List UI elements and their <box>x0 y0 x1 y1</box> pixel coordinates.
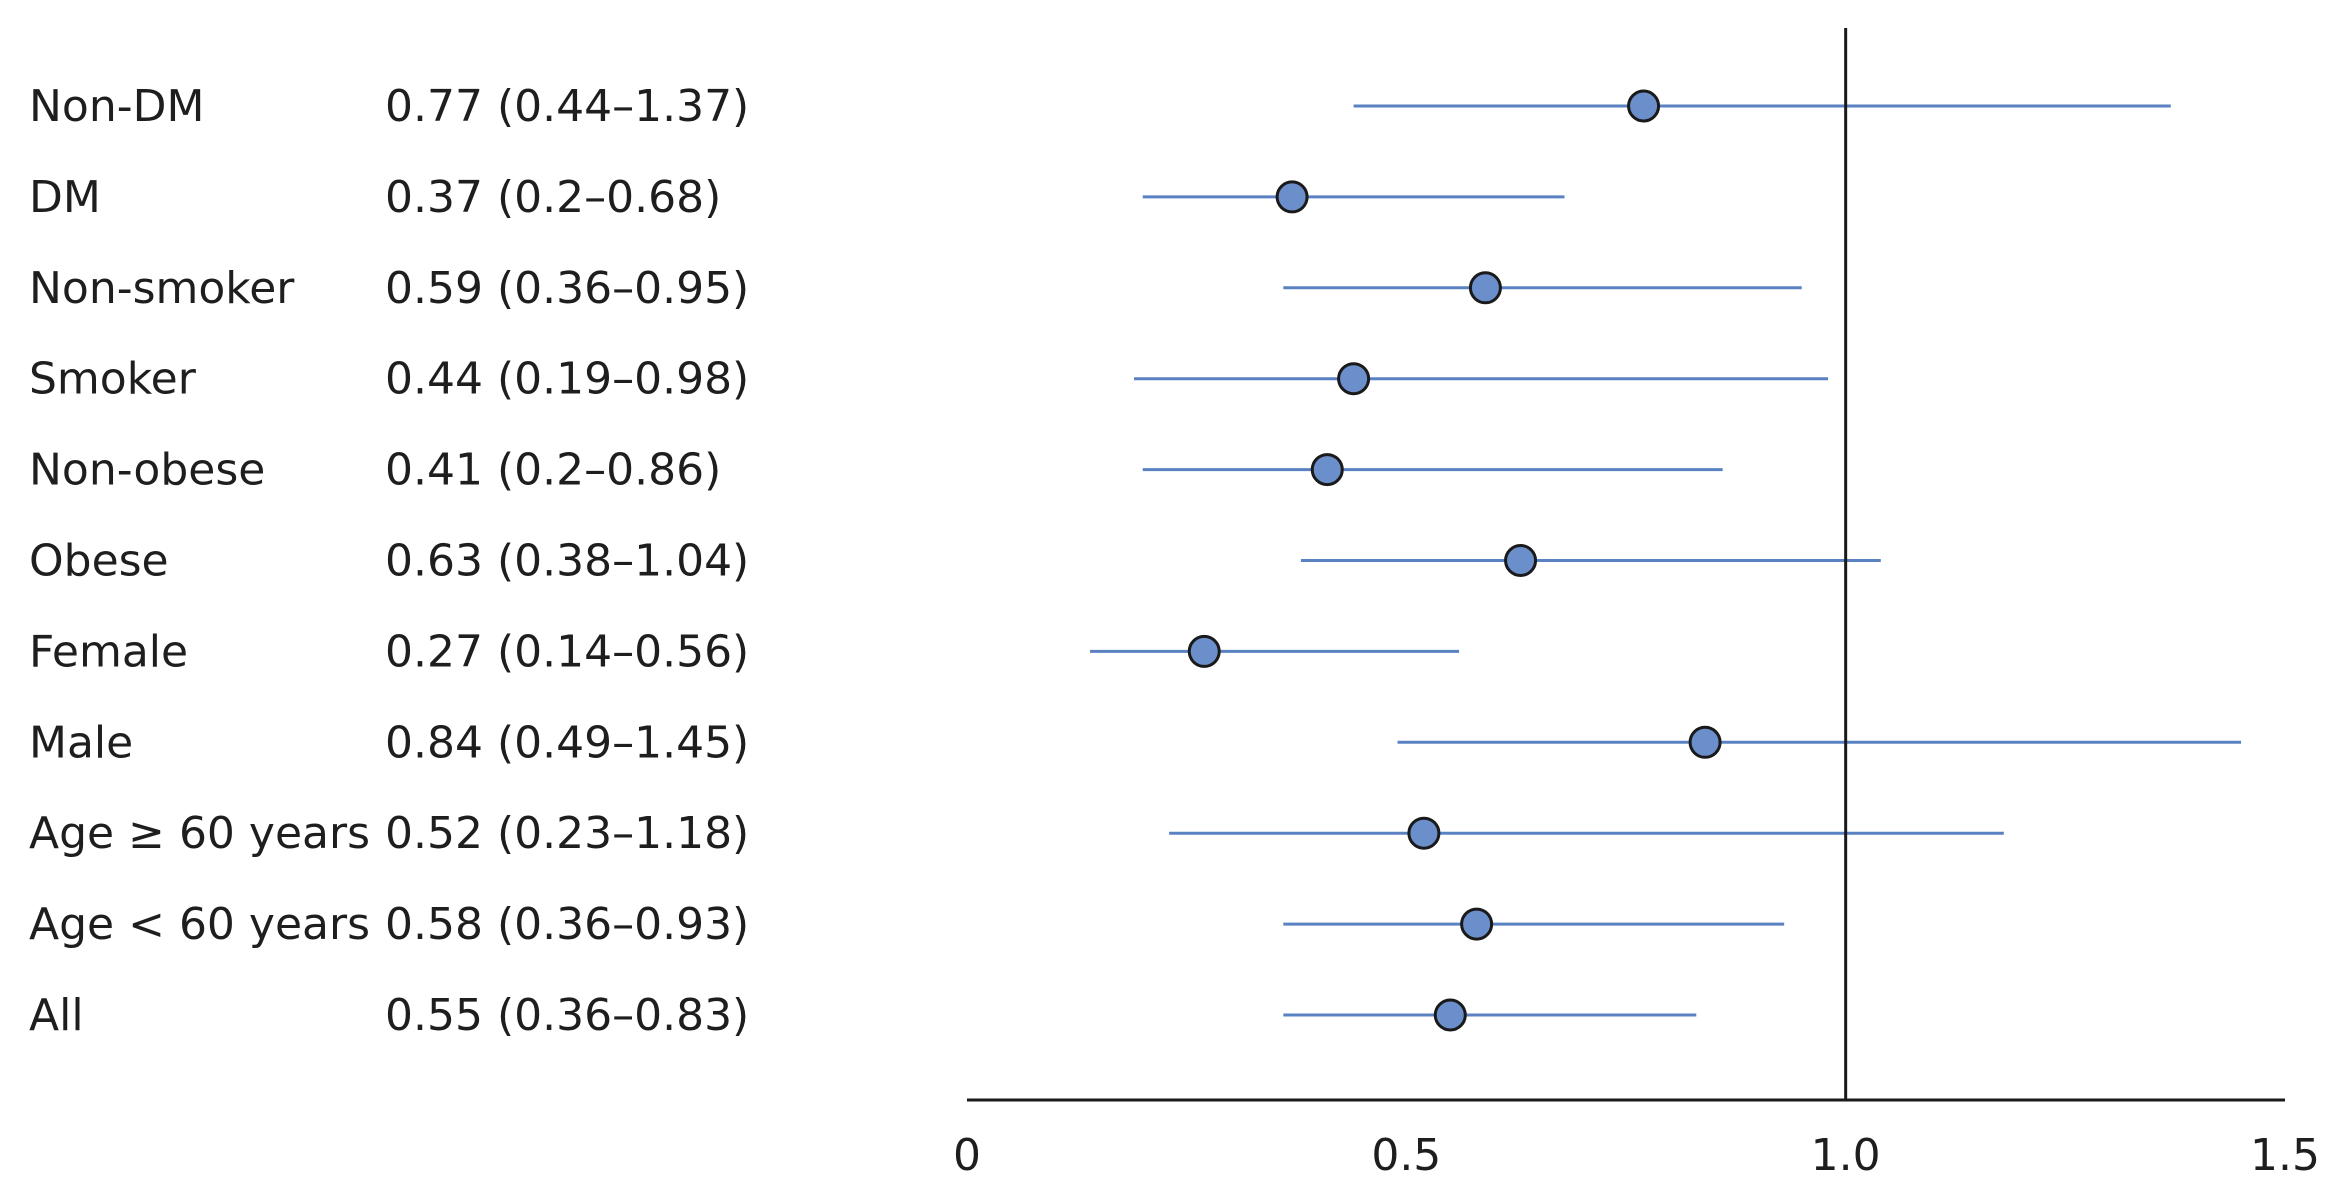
row-label: Non-DM <box>29 81 204 132</box>
x-axis-ticks: 0 0.5 1.0 1.5 <box>953 1130 2320 1181</box>
row-label: Male <box>29 717 133 768</box>
row-estimate-text: 0.63 (0.38–1.04) <box>385 536 749 587</box>
forest-row: Age ≥ 60 years 0.52 (0.23–1.18) <box>29 808 2004 859</box>
row-label: Non-smoker <box>29 263 295 314</box>
row-label: Non-obese <box>29 445 265 496</box>
point-estimate <box>1275 180 1309 214</box>
forest-row: Non-smoker 0.59 (0.36–0.95) <box>29 263 1802 314</box>
forest-row: Smoker 0.44 (0.19–0.98) <box>29 354 1829 405</box>
point-estimate <box>1460 907 1494 941</box>
forest-row: Obese 0.63 (0.38–1.04) <box>29 536 1881 587</box>
point-estimate <box>1310 453 1344 487</box>
row-label: Smoker <box>29 354 197 405</box>
point-estimate <box>1468 271 1502 305</box>
row-label: Age ≥ 60 years <box>29 808 370 859</box>
point-estimate <box>1187 634 1221 668</box>
row-estimate-text: 0.77 (0.44–1.37) <box>385 81 749 132</box>
row-estimate-text: 0.58 (0.36–0.93) <box>385 899 749 950</box>
point-estimate <box>1337 362 1371 396</box>
x-tick-label: 1.0 <box>1811 1130 1881 1181</box>
row-label: Age < 60 years <box>29 899 370 950</box>
x-tick-label: 0 <box>953 1130 981 1181</box>
row-estimate-text: 0.52 (0.23–1.18) <box>385 808 749 859</box>
row-estimate-text: 0.84 (0.49–1.45) <box>385 717 749 768</box>
row-label: Female <box>29 626 188 677</box>
row-label: All <box>29 990 84 1041</box>
point-estimate <box>1627 89 1661 123</box>
forest-row: Non-DM 0.77 (0.44–1.37) <box>29 81 2171 132</box>
row-estimate-text: 0.55 (0.36–0.83) <box>385 990 749 1041</box>
row-estimate-text: 0.59 (0.36–0.95) <box>385 263 749 314</box>
forest-row: Age < 60 years 0.58 (0.36–0.93) <box>29 899 1785 950</box>
forest-row: DM 0.37 (0.2–0.68) <box>29 172 1565 223</box>
row-estimate-text: 0.44 (0.19–0.98) <box>385 354 749 405</box>
row-label: DM <box>29 172 101 223</box>
point-estimate <box>1688 725 1722 759</box>
point-estimate <box>1504 544 1538 577</box>
forest-rows: Non-DM 0.77 (0.44–1.37) DM 0.37 (0.2–0.68) N… <box>29 81 2242 1041</box>
row-estimate-text: 0.27 (0.14–0.56) <box>385 626 749 677</box>
forest-row: Non-obese 0.41 (0.2–0.86) <box>29 445 1723 496</box>
row-label: Obese <box>29 536 169 587</box>
forest-row: All 0.55 (0.36–0.83) <box>29 990 1697 1041</box>
point-estimate <box>1407 816 1441 850</box>
forest-row: Male 0.84 (0.49–1.45) <box>29 717 2242 768</box>
forest-row: Female 0.27 (0.14–0.56) <box>29 626 1460 677</box>
x-tick-label: 0.5 <box>1371 1130 1441 1181</box>
x-tick-label: 1.5 <box>2250 1130 2320 1181</box>
row-estimate-text: 0.37 (0.2–0.68) <box>385 172 721 223</box>
point-estimate <box>1433 998 1467 1032</box>
row-estimate-text: 0.41 (0.2–0.86) <box>385 445 721 496</box>
